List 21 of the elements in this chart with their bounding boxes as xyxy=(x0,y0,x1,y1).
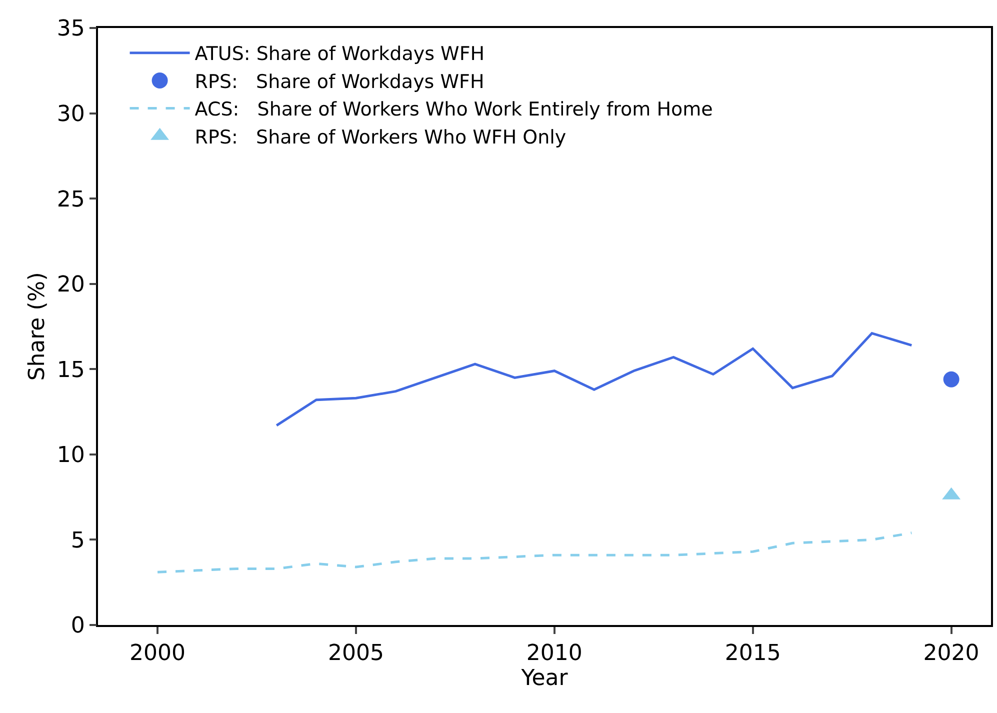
legend-label: RPS: Share of Workdays WFH xyxy=(194,70,484,93)
x-axis-title: Year xyxy=(520,666,569,692)
y-tick-label: 25 xyxy=(56,187,85,212)
y-tick-label: 5 xyxy=(70,528,85,554)
y-axis-title: Share (%) xyxy=(25,272,50,381)
x-tick-label: 2010 xyxy=(526,641,582,666)
line-series xyxy=(275,332,913,427)
y-tick-label: 10 xyxy=(56,443,85,468)
y-tick-label: 15 xyxy=(56,358,85,383)
y-tick-label: 0 xyxy=(70,614,85,639)
x-tick-label: 2015 xyxy=(724,641,781,666)
line-series xyxy=(156,532,913,574)
x-tick-label: 2020 xyxy=(923,641,980,666)
legend-label: ATUS: Share of Workdays WFH xyxy=(194,43,485,66)
x-tick-label: 2000 xyxy=(130,641,186,666)
legend-label: ACS: Share of Workers Who Work Entirely from Home xyxy=(194,98,713,121)
y-tick-label: 35 xyxy=(56,16,85,42)
y-tick-label: 30 xyxy=(56,102,85,127)
x-tick-label: 2005 xyxy=(328,641,384,666)
y-tick-label: 20 xyxy=(56,272,85,298)
legend-label: RPS: Share of Workers Who WFH Only xyxy=(194,126,566,148)
